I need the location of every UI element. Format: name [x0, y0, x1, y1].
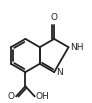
Text: N: N — [56, 68, 63, 77]
Text: NH: NH — [71, 43, 84, 52]
Text: O: O — [7, 92, 14, 101]
Text: OH: OH — [36, 92, 49, 101]
Text: O: O — [51, 13, 58, 22]
